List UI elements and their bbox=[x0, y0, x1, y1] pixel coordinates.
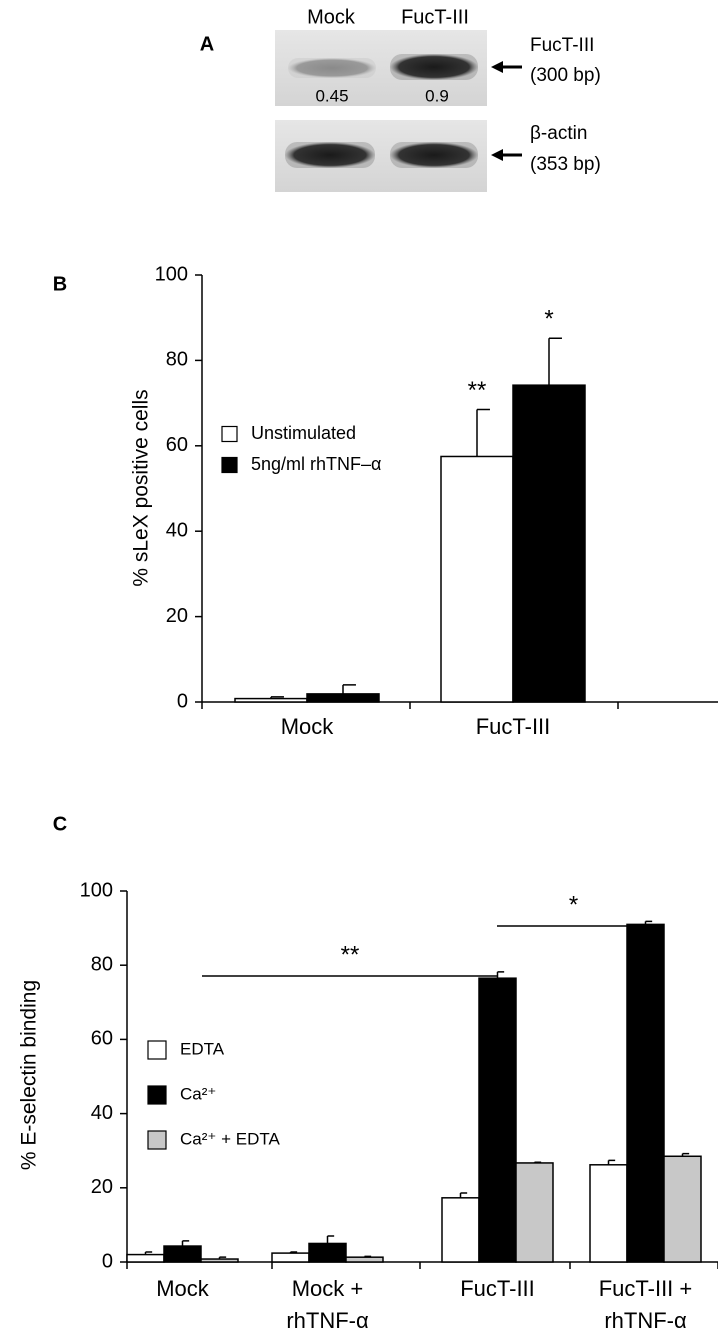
y-tick-label: 60 bbox=[166, 434, 188, 456]
error-bar bbox=[477, 410, 490, 457]
bar bbox=[127, 1255, 164, 1262]
y-tick-label: 20 bbox=[91, 1176, 113, 1198]
panel-label: B bbox=[53, 273, 67, 295]
bar bbox=[201, 1259, 238, 1262]
bar bbox=[590, 1165, 627, 1262]
y-tick-label: 80 bbox=[166, 349, 188, 371]
y-axis-label: % E-selectin binding bbox=[18, 980, 41, 1170]
y-tick-label: 80 bbox=[91, 953, 113, 975]
bar bbox=[307, 694, 379, 702]
y-tick-label: 60 bbox=[91, 1028, 113, 1050]
legend-swatch bbox=[148, 1086, 166, 1104]
bar bbox=[441, 456, 513, 702]
x-tick-label: rhTNF-α bbox=[286, 1308, 369, 1333]
gene-size: (300 bp) bbox=[530, 65, 601, 86]
band-value: 0.45 bbox=[315, 86, 348, 105]
legend-swatch bbox=[148, 1131, 166, 1149]
y-tick-label: 0 bbox=[102, 1250, 113, 1272]
x-tick-label: FucT-III + bbox=[599, 1276, 693, 1301]
gene-size: (353 bp) bbox=[530, 154, 601, 175]
legend-label: EDTA bbox=[180, 1039, 225, 1058]
bar bbox=[513, 385, 585, 702]
bar bbox=[346, 1257, 383, 1262]
band-value: 0.9 bbox=[425, 86, 449, 105]
gene-name: β-actin bbox=[530, 123, 587, 144]
error-bar bbox=[328, 1236, 335, 1243]
bar bbox=[479, 978, 516, 1262]
figure: A Mock FucT-III 0.45 0.9 FucT-III (300 b… bbox=[0, 0, 718, 1334]
bar bbox=[442, 1198, 479, 1262]
significance: ** bbox=[341, 941, 360, 968]
bar bbox=[516, 1163, 553, 1262]
significance: ** bbox=[468, 377, 487, 404]
legend-swatch bbox=[148, 1041, 166, 1059]
legend-label: 5ng/ml rhTNF–α bbox=[251, 454, 381, 474]
panel-label: C bbox=[53, 813, 67, 835]
legend-label: Ca²⁺ bbox=[180, 1084, 216, 1103]
gene-name: FucT-III bbox=[530, 35, 594, 56]
y-tick-label: 40 bbox=[91, 1102, 113, 1124]
gel-band bbox=[288, 58, 376, 78]
x-tick-label: FucT-III bbox=[460, 1276, 535, 1301]
y-tick-label: 100 bbox=[80, 879, 113, 901]
gel-band bbox=[285, 142, 375, 168]
legend-label: Ca²⁺ + EDTA bbox=[180, 1129, 280, 1148]
legend-swatch bbox=[222, 427, 237, 442]
panel-label: A bbox=[200, 33, 214, 55]
error-bar bbox=[183, 1241, 190, 1246]
y-tick-label: 0 bbox=[177, 690, 188, 712]
error-bar bbox=[365, 1256, 372, 1257]
y-axis-label: % sLeX positive cells bbox=[130, 389, 153, 586]
x-tick-label: Mock bbox=[156, 1276, 210, 1301]
bar bbox=[309, 1243, 346, 1262]
error-bar bbox=[535, 1162, 542, 1163]
bar bbox=[235, 699, 307, 702]
x-tick-label: Mock + bbox=[292, 1276, 364, 1301]
y-tick-label: 100 bbox=[155, 263, 188, 285]
gel-band bbox=[390, 142, 478, 168]
y-tick-label: 20 bbox=[166, 605, 188, 627]
bar bbox=[664, 1156, 701, 1262]
significance: * bbox=[569, 891, 578, 918]
y-tick-label: 40 bbox=[166, 519, 188, 541]
x-tick-label: rhTNF-α bbox=[604, 1308, 687, 1333]
error-bar bbox=[549, 338, 562, 385]
bar bbox=[627, 924, 664, 1262]
gel-band bbox=[390, 54, 478, 80]
lane-label: Mock bbox=[307, 6, 356, 28]
arrows bbox=[491, 61, 522, 161]
bar bbox=[164, 1246, 201, 1262]
legend-label: Unstimulated bbox=[251, 423, 356, 443]
lane-label: FucT-III bbox=[401, 6, 469, 28]
error-bar bbox=[343, 685, 356, 694]
error-bar bbox=[498, 972, 505, 978]
legend-swatch bbox=[222, 458, 237, 473]
bar bbox=[272, 1253, 309, 1262]
significance: * bbox=[544, 306, 553, 333]
x-tick-label: FucT-III bbox=[476, 714, 551, 739]
x-tick-label: Mock bbox=[281, 714, 335, 739]
